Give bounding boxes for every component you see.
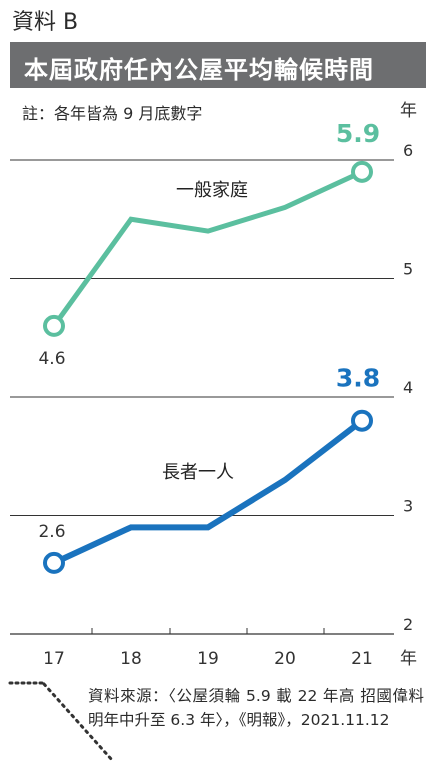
data-label: 3.8 xyxy=(336,364,380,393)
x-tick-label: 17 xyxy=(43,649,65,669)
source-citation: 資料來源：〈公屋須輪 5.9 載 22 年高 招國偉料明年中升至 6.3 年〉，… xyxy=(88,687,424,729)
data-label: 5.9 xyxy=(336,119,380,148)
data-label: 4.6 xyxy=(38,349,65,369)
series-line xyxy=(52,418,364,566)
y-tick-label: 3 xyxy=(403,497,413,516)
x-tick-label: 20 xyxy=(274,649,296,669)
x-tick-label: 21 xyxy=(351,649,373,669)
series-name-label: 一般家庭 xyxy=(176,180,248,201)
y-tick-label: 6 xyxy=(403,141,413,160)
data-point-marker xyxy=(43,314,65,337)
title-bar: 本屆政府任內公屋平均輪候時間 xyxy=(10,42,426,88)
series-name-label: 長者一人 xyxy=(162,462,234,483)
y-tick-label: 2 xyxy=(403,615,413,634)
chart-title: 本屆政府任內公屋平均輪候時間 xyxy=(24,56,374,84)
series-line xyxy=(51,169,364,328)
chart-note: 註：各年皆為 9 月底數字 xyxy=(22,104,203,123)
y-tick-label: 5 xyxy=(403,260,413,279)
data-label: 2.6 xyxy=(38,522,65,542)
data-point-marker xyxy=(351,160,373,183)
data-point-marker xyxy=(351,409,373,432)
section-label: 資料 B xyxy=(12,10,79,35)
x-unit-label: 年 xyxy=(400,649,417,669)
x-tick-label: 18 xyxy=(120,649,142,669)
y-tick-label: 4 xyxy=(403,378,413,397)
source-leader-dots xyxy=(42,682,114,762)
x-tick-label: 19 xyxy=(197,649,219,669)
y-unit-label: 年 xyxy=(400,101,417,121)
data-point-marker xyxy=(43,551,65,574)
